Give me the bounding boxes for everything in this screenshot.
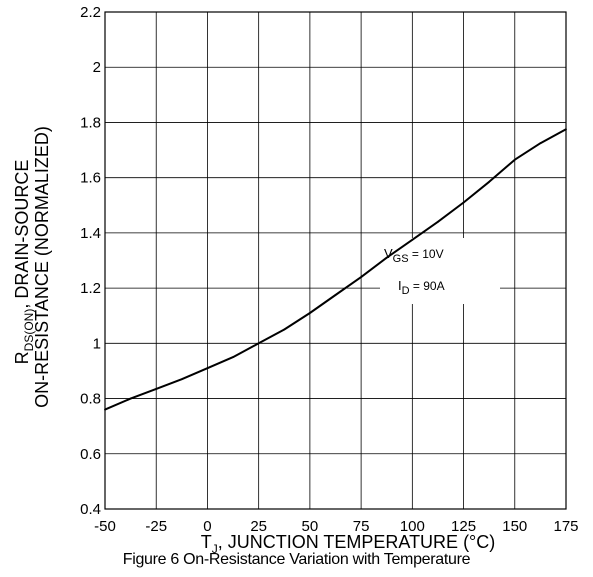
- data-point: [411, 238, 414, 241]
- x-tick-label: 75: [353, 518, 370, 535]
- y-tick-label: 0.6: [80, 446, 101, 463]
- x-tick-label: 100: [400, 518, 425, 535]
- data-point: [334, 294, 337, 296]
- data-point: [104, 408, 106, 411]
- data-point: [129, 397, 132, 400]
- data-point: [180, 378, 183, 381]
- data-point: [565, 128, 567, 131]
- x-tick-label: -50: [94, 518, 116, 535]
- data-point: [155, 387, 158, 390]
- data-point: [308, 312, 311, 314]
- y-tick-label: 1.2: [80, 280, 101, 297]
- x-tick-label: 25: [250, 518, 267, 535]
- y-tick-label: 1.4: [80, 225, 101, 242]
- y-tick-label: 2: [93, 59, 101, 76]
- x-tick-label: 125: [451, 518, 476, 535]
- y-tick-labels: 0.4 0.6 0.8 1 1.2 1.4 1.6 1.8 2 2.2: [80, 4, 101, 518]
- data-point: [488, 180, 491, 183]
- x-tick-label: 0: [203, 518, 211, 535]
- data-point: [437, 220, 439, 223]
- annotation-id: ID = 90A: [398, 278, 445, 297]
- data-point: [513, 158, 516, 161]
- annotation-vgs: VGS = 10V: [384, 246, 444, 265]
- y-tick-label: 0.4: [80, 501, 101, 518]
- data-point: [539, 142, 542, 145]
- y-tick-label: 1.8: [80, 114, 101, 131]
- data-point: [360, 276, 363, 278]
- y-axis-label-line1: RDS(ON), DRAIN-SOURCE: [12, 160, 36, 365]
- series-group: [104, 128, 567, 411]
- x-tick-label: -25: [145, 518, 167, 535]
- data-point: [206, 367, 209, 370]
- data-point: [257, 342, 260, 345]
- x-tick-labels: -50 -25 0 25 50 75 100 125 150 175: [94, 518, 578, 535]
- x-tick-label: 150: [502, 518, 527, 535]
- y-tick-label: 1: [93, 335, 101, 352]
- data-point: [385, 256, 388, 259]
- y-tick-label: 2.2: [80, 4, 101, 21]
- x-axis-label: TJ, JUNCTION TEMPERATURE (°C): [201, 532, 496, 556]
- figure-caption: Figure 6 On-Resistance Variation with Te…: [122, 551, 471, 568]
- x-tick-label: 50: [302, 518, 319, 535]
- y-tick-label: 1.6: [80, 170, 101, 187]
- data-point: [462, 201, 465, 204]
- x-tick-label: 175: [553, 518, 578, 535]
- plot-frame: [104, 11, 567, 510]
- y-tick-label: 0.8: [80, 391, 101, 408]
- data-point: [283, 328, 286, 331]
- data-point: [232, 356, 234, 359]
- y-axis-label-line2: ON-RESISTANCE (NORMALIZED): [32, 126, 52, 408]
